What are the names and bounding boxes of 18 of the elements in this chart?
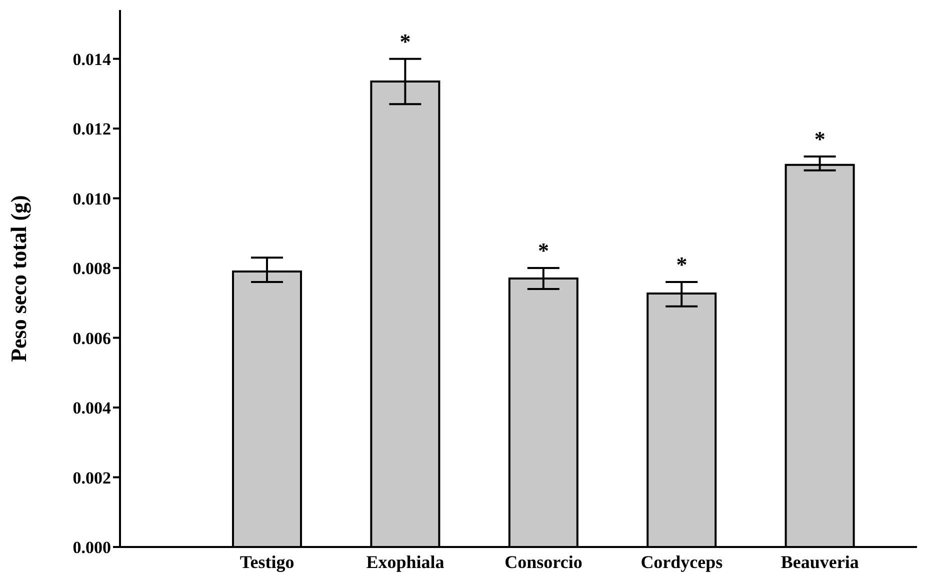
y-tick-label: 0.004 [72, 398, 112, 418]
y-tick-label: 0.002 [72, 468, 111, 488]
annotation: * [400, 28, 411, 54]
y-tick-label: 0.014 [72, 50, 112, 69]
annotation: * [538, 238, 549, 264]
x-tick-label: Exophiala [366, 552, 444, 572]
annotation: * [676, 252, 688, 277]
y-tick-label: 0.010 [72, 189, 111, 208]
x-tick-label: Testigo [240, 552, 294, 572]
y-tick-label: 0.008 [72, 259, 111, 278]
x-tick-label: Beauveria [780, 552, 859, 572]
y-tick-label: 0.000 [72, 538, 111, 558]
y-tick-label: 0.012 [72, 120, 111, 139]
x-tick-label: Cordyceps [640, 552, 723, 572]
annotation: * [814, 126, 826, 152]
y-axis-title: Peso seco total (g) [6, 195, 31, 362]
x-tick-label: Consorcio [504, 552, 582, 572]
y-tick-label: 0.006 [72, 328, 111, 348]
